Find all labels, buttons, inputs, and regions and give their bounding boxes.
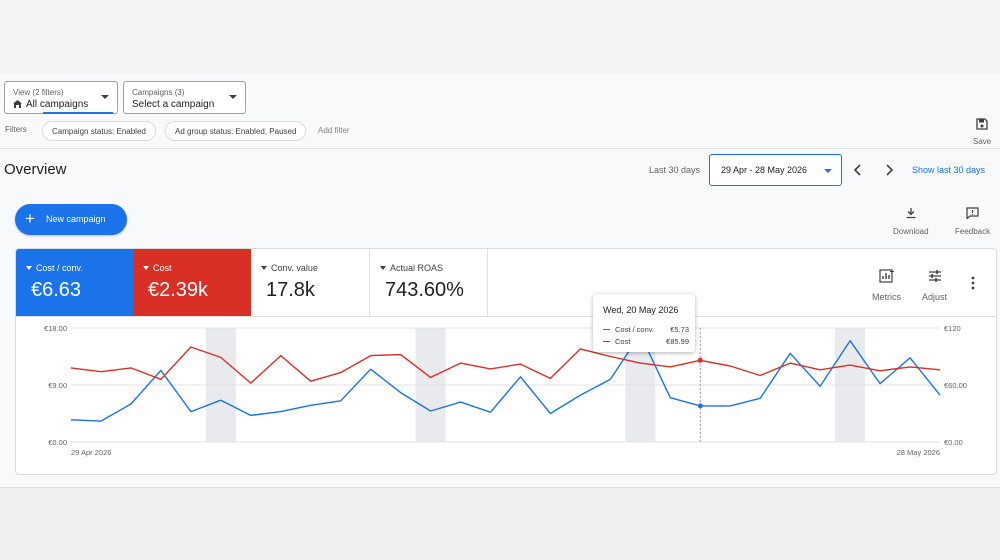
caret-down-icon (26, 266, 32, 270)
metrics-label: Metrics (872, 292, 901, 302)
caret-down-icon (380, 266, 386, 270)
metric-card-cost[interactable]: Cost €2.39k (133, 249, 251, 316)
legend-swatch (603, 340, 610, 342)
save-icon (976, 118, 988, 130)
metric-label: Cost (143, 263, 172, 273)
overview-chart-card: Cost / conv. €6.63 Cost €2.39k Conv. val… (15, 248, 997, 475)
feedback-icon (966, 207, 979, 220)
tooltip-value: €5.73 (670, 325, 689, 334)
filters-label: Filters (5, 125, 27, 134)
tooltip-label: Cost (615, 337, 631, 346)
view-selector-value: All campaigns (26, 99, 89, 110)
bottom-blank-area (0, 487, 1000, 560)
caret-down-icon (261, 266, 267, 270)
metric-label: Cost / conv. (26, 263, 83, 273)
chevron-down-icon (824, 169, 832, 173)
download-button[interactable]: Download (893, 206, 929, 236)
more-options-icon[interactable] (969, 275, 977, 291)
metric-value: €6.63 (31, 279, 82, 301)
tooltip-label: Cost / conv. (615, 325, 655, 334)
campaign-selector-value: Select a campaign (132, 99, 215, 110)
chart-tooltip: Wed, 20 May 2026 Cost / conv. €5.73 Cost… (593, 294, 695, 352)
view-selector-caption: View (2 filters) (13, 88, 64, 97)
metric-row-divider (16, 316, 996, 317)
metrics-button[interactable]: Metrics (872, 269, 901, 302)
add-filter-button[interactable]: Add filter (318, 126, 350, 135)
metric-label-text: Cost (153, 263, 172, 273)
metric-value: 17.8k (266, 279, 315, 301)
adjust-label: Adjust (922, 292, 948, 302)
date-range-value: 29 Apr - 28 May 2026 (721, 165, 808, 175)
filter-chip-campaign-status[interactable]: Campaign status: Enabled (42, 121, 156, 141)
date-range-label: Last 30 days (649, 165, 701, 175)
download-label: Download (893, 227, 929, 236)
metric-card-actual-roas[interactable]: Actual ROAS 743.60% (370, 249, 488, 316)
campaign-selector-caption: Campaigns (3) (132, 88, 185, 97)
date-range-picker[interactable]: 29 Apr - 28 May 2026 (709, 154, 842, 186)
caret-down-icon (143, 266, 149, 270)
metric-card-conv-value[interactable]: Conv. value 17.8k (251, 249, 370, 316)
download-icon (906, 208, 916, 219)
header-divider (0, 148, 1000, 149)
filter-chip-ad-group-status[interactable]: Ad group status: Enabled, Paused (165, 121, 307, 141)
page-title: Overview (4, 161, 67, 178)
campaign-selector[interactable]: Campaigns (3) Select a campaign (123, 81, 246, 114)
adjust-button[interactable]: Adjust (922, 269, 947, 302)
home-icon (13, 100, 22, 108)
save-label: Save (972, 137, 992, 146)
metric-label-text: Conv. value (271, 263, 318, 273)
legend-swatch (603, 328, 610, 330)
view-selector-underline (43, 112, 113, 114)
feedback-label: Feedback (955, 227, 991, 236)
metric-label: Actual ROAS (380, 263, 443, 273)
metric-value: €2.39k (148, 279, 209, 301)
metric-card-cost-per-conv[interactable]: Cost / conv. €6.63 (16, 249, 133, 316)
plus-icon: + (25, 209, 35, 228)
tooltip-row-cost: Cost €85.99 (603, 337, 689, 346)
metrics-icon (878, 269, 894, 283)
tooltip-row-cost-per-conv: Cost / conv. €5.73 (603, 325, 689, 334)
adjust-icon (928, 270, 941, 282)
metric-label-text: Actual ROAS (390, 263, 444, 273)
view-selector-value-row: All campaigns (13, 99, 88, 110)
feedback-button[interactable]: Feedback (955, 206, 990, 236)
metric-label-text: Cost / conv. (36, 263, 83, 273)
top-blank-area (0, 0, 1000, 74)
metric-label: Conv. value (261, 263, 318, 273)
chevron-down-icon (101, 95, 109, 99)
show-last-30-days-link[interactable]: Show last 30 days (912, 165, 986, 175)
previous-period-button[interactable] (851, 162, 865, 178)
new-campaign-label: New campaign (46, 214, 106, 224)
tooltip-date: Wed, 20 May 2026 (603, 305, 679, 315)
view-selector[interactable]: View (2 filters) All campaigns (4, 81, 118, 114)
metric-value: 743.60% (385, 279, 464, 301)
tooltip-value: €85.99 (666, 337, 689, 346)
chevron-down-icon (229, 95, 237, 99)
new-campaign-button[interactable]: + New campaign (15, 204, 127, 235)
save-button[interactable]: Save (970, 117, 994, 147)
next-period-button[interactable] (882, 162, 896, 178)
